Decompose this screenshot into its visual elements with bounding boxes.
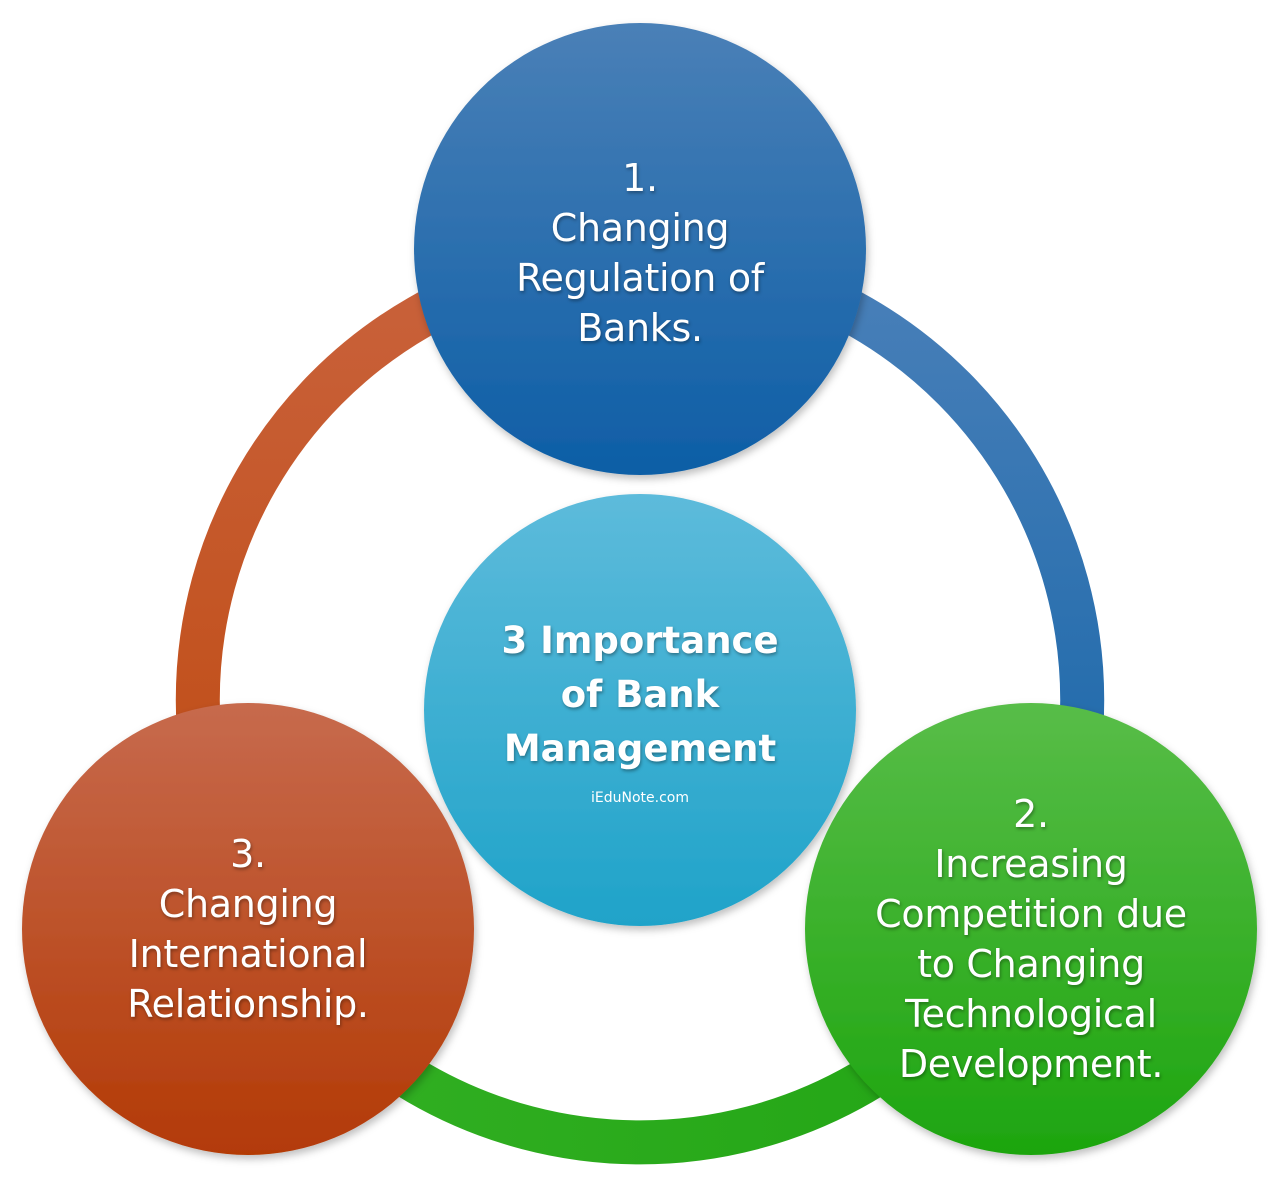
center-title-line-2: of Bank: [560, 673, 720, 716]
center-title-line-1: 3 Importance: [501, 619, 779, 662]
node-2-line: to Changing: [917, 942, 1145, 986]
center-title-line-3: Management: [503, 727, 777, 770]
node-3-circle: [22, 703, 474, 1155]
node-2-circle: [805, 703, 1257, 1155]
node-1-label: 1. Changing Regulation of Banks.: [414, 20, 866, 478]
node-1-line: Changing: [550, 206, 730, 250]
center-label: 3 Importance of Bank Management iEduNote…: [423, 495, 857, 925]
node-2-line: Increasing: [934, 842, 1128, 886]
source-credit: iEduNote.com: [591, 790, 689, 806]
node-2-line: Competition due: [875, 892, 1187, 936]
node-3-line: Relationship.: [127, 982, 369, 1026]
node-1-line: Banks.: [577, 306, 703, 350]
node-2-line: Technological: [905, 992, 1157, 1036]
node-2-line: Development.: [898, 1042, 1164, 1086]
node-3-line: Changing: [158, 882, 338, 926]
center-circle: [424, 494, 856, 926]
node-2-number: 2.: [1013, 792, 1049, 836]
node-1-line: Regulation of: [516, 256, 764, 300]
node-3-line: International: [128, 932, 368, 976]
node-2-label: 2. Increasing Competition due to Changin…: [805, 700, 1257, 1158]
node-3-label: 3. Changing International Relationship.: [22, 700, 474, 1158]
node-3-number: 3.: [230, 832, 266, 876]
node-1-number: 1.: [622, 156, 658, 200]
node-1-circle: [414, 23, 866, 475]
